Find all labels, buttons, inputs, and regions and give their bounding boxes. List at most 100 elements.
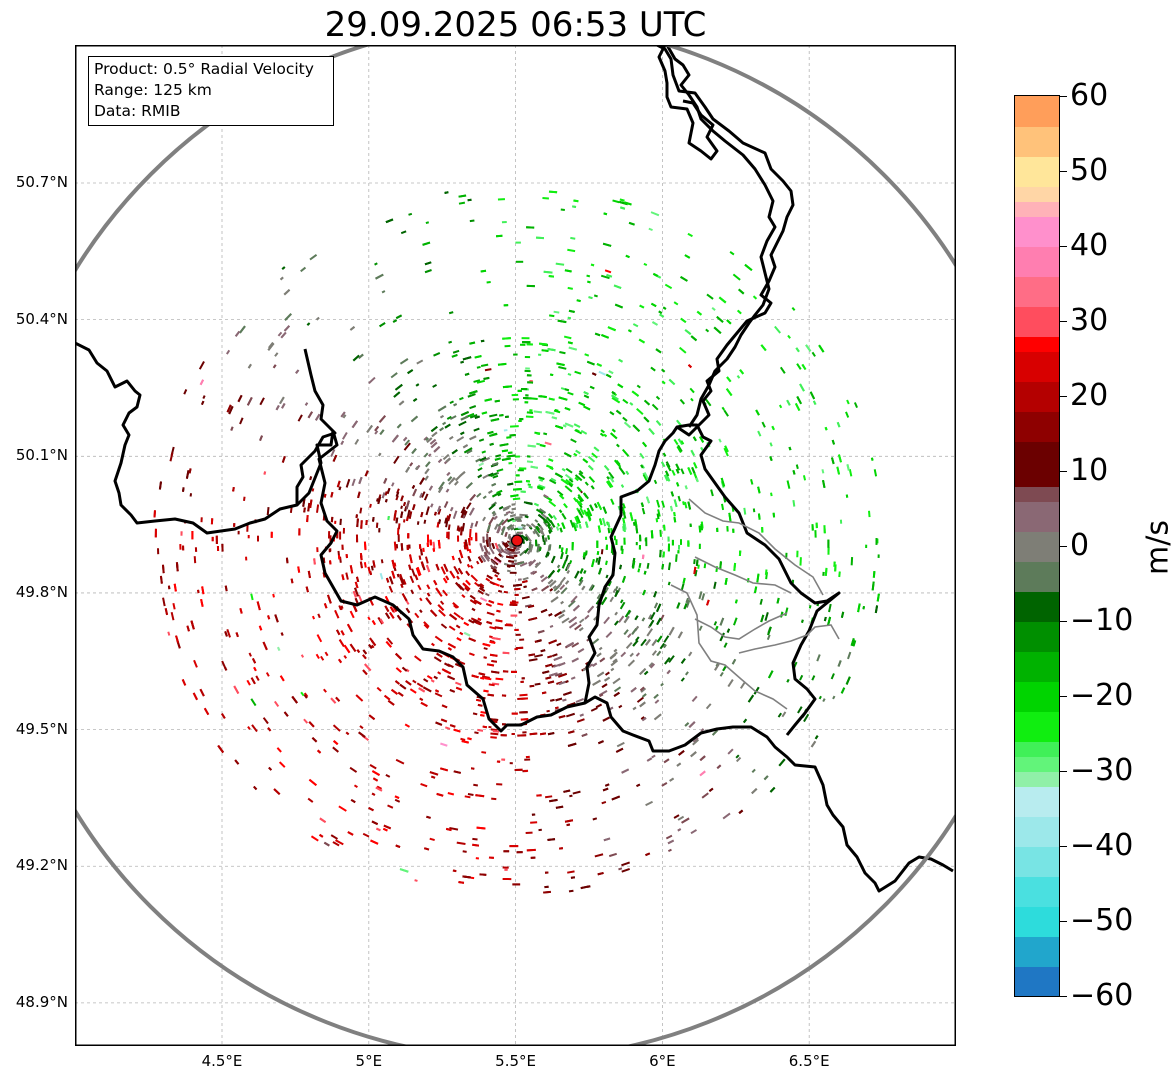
- echo-gate: [430, 609, 438, 617]
- echo-gate: [799, 557, 802, 566]
- echo-gate: [697, 564, 700, 569]
- echo-gate: [669, 505, 674, 512]
- echo-gate: [590, 263, 595, 267]
- echo-gate: [655, 420, 662, 426]
- echo-gate: [480, 339, 485, 343]
- echo-gate: [332, 724, 341, 732]
- echo-gate: [418, 687, 426, 693]
- echo-gate: [395, 652, 402, 660]
- echo-gate: [640, 638, 647, 647]
- colorbar-segment: [1015, 276, 1059, 307]
- colorbar-segment: [1015, 816, 1059, 847]
- echo-gate: [341, 432, 348, 440]
- echo-gate: [500, 518, 509, 526]
- echo-gate: [526, 284, 535, 288]
- echo-gate: [870, 457, 874, 461]
- echo-gate: [459, 396, 464, 401]
- echo-gate: [431, 431, 438, 438]
- echo-gate: [547, 348, 556, 352]
- echo-gate: [359, 553, 363, 560]
- echo-gate: [488, 503, 496, 511]
- echo-gate: [638, 338, 646, 344]
- echo-gate: [530, 821, 538, 824]
- echo-gate: [738, 809, 744, 814]
- echo-gate: [810, 740, 817, 748]
- echo-gate: [393, 455, 400, 464]
- echo-gate: [452, 510, 458, 520]
- echo-gate: [661, 368, 666, 373]
- echo-gate: [664, 657, 671, 665]
- echo-gate: [568, 478, 574, 483]
- echo-gate: [850, 638, 855, 646]
- echo-gate: [701, 593, 706, 601]
- echo-gate: [405, 500, 410, 510]
- echo-gate: [395, 314, 403, 320]
- echo-gate: [525, 831, 533, 834]
- radar-map-panel[interactable]: [75, 45, 956, 1046]
- echo-gate: [527, 604, 535, 609]
- echo-gate: [621, 861, 631, 867]
- echo-gate: [788, 446, 792, 451]
- echo-gate: [501, 758, 506, 761]
- echo-gate: [598, 518, 603, 526]
- echo-gate: [558, 613, 565, 619]
- echo-gate: [809, 391, 816, 400]
- echo-gate: [743, 507, 747, 515]
- echo-gate: [408, 554, 413, 564]
- echo-gate: [463, 447, 473, 454]
- echo-gate: [535, 539, 538, 547]
- echo-gate: [719, 671, 724, 677]
- echo-gate: [598, 370, 607, 376]
- echo-gate: [568, 309, 575, 313]
- echo-gate: [761, 527, 764, 533]
- echo-gate: [412, 504, 416, 511]
- echo-gate: [811, 351, 816, 357]
- echo-gate: [619, 601, 626, 610]
- echo-gate: [570, 438, 577, 444]
- echo-gate: [504, 548, 511, 553]
- echo-gate: [511, 507, 516, 511]
- echo-gate: [486, 663, 495, 667]
- echo-gate: [690, 829, 697, 835]
- echo-gate: [449, 613, 458, 621]
- echo-gate: [529, 544, 534, 553]
- echo-gate: [677, 544, 681, 550]
- echo-gate: [662, 452, 667, 457]
- echo-gate: [419, 609, 423, 613]
- echo-gate: [528, 559, 536, 567]
- echo-gate: [534, 653, 543, 658]
- echo-gate: [677, 495, 681, 502]
- echo-gate: [475, 794, 485, 798]
- echo-gate: [192, 692, 198, 701]
- echo-gate: [349, 565, 354, 574]
- echo-gate: [449, 415, 457, 420]
- echo-gate: [616, 741, 625, 748]
- echo-gate: [408, 544, 411, 549]
- echo-gate: [339, 606, 343, 611]
- echo-gate: [643, 416, 650, 423]
- echo-gate: [642, 474, 648, 482]
- echo-gate: [611, 795, 621, 801]
- echo-gate: [167, 585, 171, 590]
- echo-gate: [418, 555, 422, 560]
- echo-gate: [476, 698, 482, 702]
- echo-gate: [420, 511, 424, 518]
- echo-gate: [480, 676, 485, 680]
- echo-gate: [377, 496, 382, 505]
- echo-gate: [610, 498, 615, 505]
- echo-gate: [203, 707, 210, 716]
- echo-gate: [814, 735, 819, 740]
- echo-gate: [619, 198, 625, 202]
- echo-gate: [511, 732, 515, 736]
- echo-gate: [468, 652, 475, 657]
- echo-gate: [602, 716, 610, 722]
- echo-gate: [660, 461, 666, 468]
- echo-gate: [857, 603, 861, 613]
- echo-gate: [547, 680, 555, 684]
- echo-gate: [557, 319, 567, 324]
- echo-gate: [596, 501, 603, 511]
- echo-gate: [537, 485, 544, 490]
- echo-gate: [395, 517, 399, 524]
- echo-gate: [567, 373, 572, 376]
- echo-gate: [430, 425, 438, 433]
